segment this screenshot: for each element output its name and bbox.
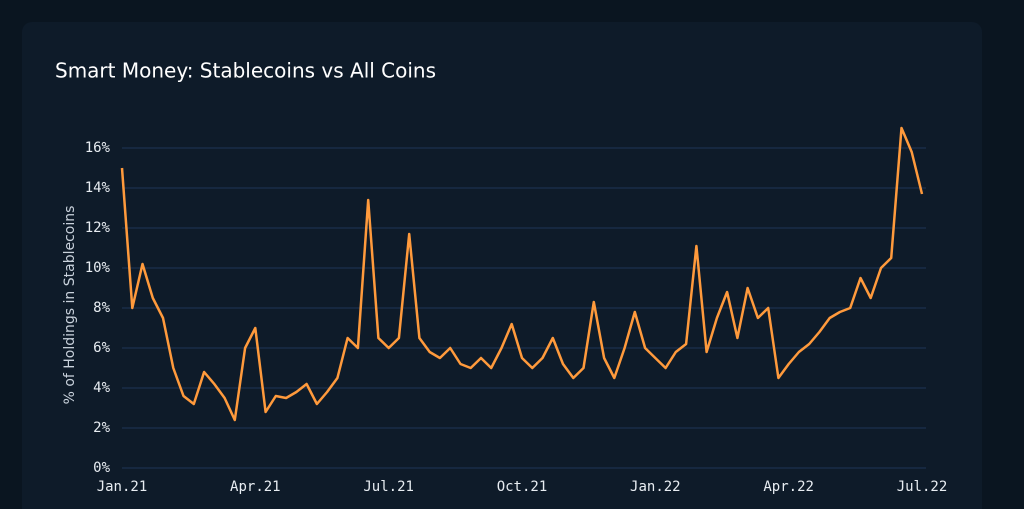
y-tick-label: 4% xyxy=(93,380,110,396)
card xyxy=(22,22,982,509)
y-tick-label: 12% xyxy=(85,220,111,236)
y-tick-label: 6% xyxy=(93,340,110,356)
x-tick-label: Jul.21 xyxy=(363,479,414,495)
y-tick-label: 14% xyxy=(85,180,111,196)
chart-title: Smart Money: Stablecoins vs All Coins xyxy=(55,59,436,83)
x-tick-label: Jan.22 xyxy=(630,479,681,495)
y-tick-label: 8% xyxy=(93,300,110,316)
x-tick-label: Jul.22 xyxy=(897,479,948,495)
y-axis-label: % of Holdings in Stablecoins xyxy=(62,206,78,405)
y-tick-label: 10% xyxy=(85,260,111,276)
x-tick-label: Oct.21 xyxy=(497,479,548,495)
y-tick-label: 0% xyxy=(93,460,110,476)
data-line xyxy=(120,126,924,422)
x-tick-label: Apr.22 xyxy=(763,479,814,495)
y-tick-label: 16% xyxy=(85,140,111,156)
y-tick-label: 2% xyxy=(93,420,110,436)
x-tick-label: Jan.21 xyxy=(97,479,148,495)
x-tick-label: Apr.21 xyxy=(230,479,281,495)
